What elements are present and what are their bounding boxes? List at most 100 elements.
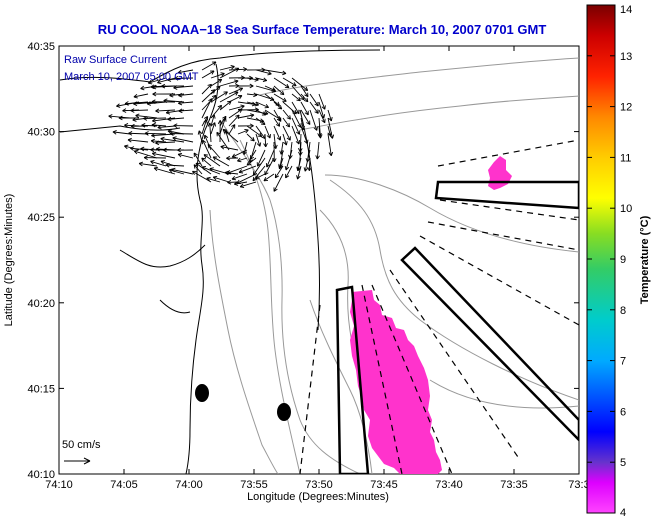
colorbar-tick-label: 12 <box>620 102 632 114</box>
current-vector-head <box>214 122 216 127</box>
current-vector-head <box>236 67 240 72</box>
current-vector-head <box>317 109 319 114</box>
current-vector-head <box>209 122 213 127</box>
scale-arrow-label: 50 cm/s <box>62 439 101 451</box>
current-vector-head <box>252 176 255 181</box>
current-vector-head <box>249 75 254 79</box>
current-vector-head <box>213 175 218 178</box>
current-vector-head <box>173 87 178 90</box>
current-vector-head <box>288 122 290 127</box>
surface-current-vectors <box>108 61 335 192</box>
current-vector-head <box>143 155 148 158</box>
current-vector-head <box>282 73 287 76</box>
current-vector <box>178 109 194 112</box>
map-title: RU COOL NOAA−18 Sea Surface Temperature:… <box>98 22 547 37</box>
current-vector-head <box>275 124 280 127</box>
current-vector-head <box>167 77 171 81</box>
current-vector-head <box>108 115 113 119</box>
current-vector <box>130 109 149 112</box>
current-vector <box>157 77 176 84</box>
current-vector <box>203 154 221 167</box>
current-vector-head <box>249 159 253 163</box>
station-marker-1 <box>195 384 209 402</box>
current-vector-head <box>169 131 174 134</box>
current-vector-head <box>282 70 287 74</box>
current-vector <box>318 93 326 110</box>
current-vector <box>202 139 212 159</box>
current-vector <box>219 67 239 79</box>
current-vector-head <box>151 99 156 103</box>
current-vector-head <box>177 149 182 153</box>
current-vector-head <box>193 152 198 156</box>
current-vector <box>112 131 131 135</box>
current-vector-head <box>231 124 236 127</box>
current-vector-head <box>177 72 183 75</box>
current-vector-head <box>306 139 309 144</box>
current-vector-head <box>165 162 170 166</box>
current-vector-head <box>177 152 183 155</box>
current-vector <box>201 157 212 167</box>
current-vector <box>273 93 287 102</box>
current-vector-head <box>212 176 217 181</box>
current-vector <box>201 119 207 135</box>
current-vector <box>207 144 221 159</box>
current-vector-head <box>234 80 239 84</box>
current-vector-head <box>157 79 161 84</box>
current-vector <box>249 149 257 160</box>
current-vector <box>264 69 287 74</box>
current-vector-head <box>262 120 266 125</box>
current-vector-head <box>148 82 153 85</box>
current-vector-head <box>219 79 223 84</box>
current-vector-head <box>222 117 226 121</box>
current-vector-head <box>130 110 135 113</box>
current-vector <box>264 85 276 92</box>
current-vector-head <box>304 167 309 172</box>
colorbar-tick-label: 10 <box>620 203 632 215</box>
current-vector-head <box>133 150 138 155</box>
current-vector <box>246 133 255 142</box>
current-vector <box>246 117 264 122</box>
current-vector-head <box>152 118 156 122</box>
current-vector-head <box>157 82 162 85</box>
current-vector-head <box>255 101 259 106</box>
current-vector-head <box>209 84 212 89</box>
current-vector <box>127 139 149 143</box>
current-vector-head <box>116 103 120 107</box>
current-vector <box>246 101 259 106</box>
current-vector-head <box>275 175 280 179</box>
current-vector-head <box>133 101 137 105</box>
current-vector-head <box>178 95 183 98</box>
current-vector-head <box>124 103 129 106</box>
colorbar-tick-label: 9 <box>620 254 626 266</box>
current-vector-head <box>178 102 183 106</box>
colorbar-tick-label: 11 <box>620 152 631 164</box>
current-vector <box>236 173 257 184</box>
y-tick-label: 40:25 <box>27 212 55 224</box>
current-vector <box>282 101 297 115</box>
current-vector-head <box>240 186 245 189</box>
colorbar-tick-label: 14 <box>620 4 632 16</box>
current-vector-head <box>207 83 212 86</box>
current-vector-head <box>229 100 232 106</box>
current-vector-head <box>314 103 319 107</box>
x-tick-label: 74:10 <box>45 479 73 491</box>
current-vector-head <box>227 179 232 183</box>
current-vector <box>237 114 255 119</box>
current-vector-head <box>210 89 215 92</box>
current-vector-head <box>283 97 287 102</box>
current-vector-head <box>153 167 158 172</box>
colorbar-label: Temperature (°C) <box>639 215 651 304</box>
current-vector-head <box>155 142 160 146</box>
current-vector <box>210 72 225 79</box>
current-vector-head <box>151 133 156 137</box>
current-vector <box>282 109 291 120</box>
y-tick-label: 40:20 <box>27 298 55 310</box>
current-vector-head <box>150 149 155 153</box>
current-vector-head <box>265 104 269 108</box>
current-vector-head <box>167 118 172 122</box>
current-vector <box>273 173 284 192</box>
current-vector <box>234 181 248 185</box>
current-vector <box>308 157 311 171</box>
current-vector-head <box>285 175 290 179</box>
current-vector-head <box>161 85 166 89</box>
